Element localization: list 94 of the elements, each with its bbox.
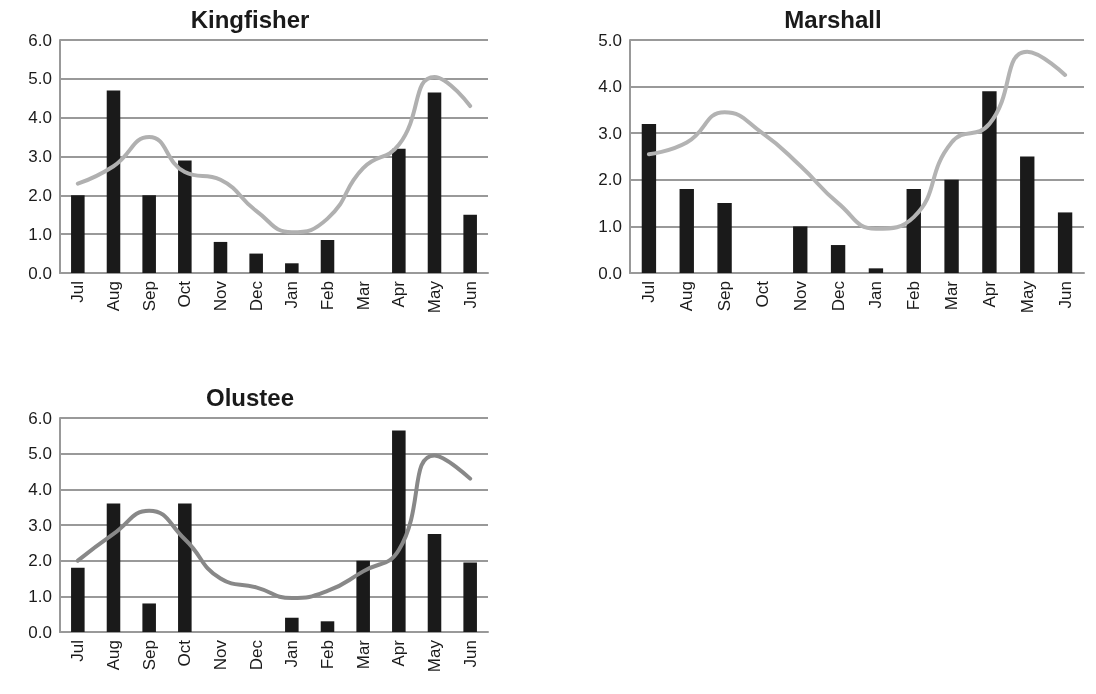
x-tick-label: Dec	[246, 280, 266, 312]
y-tick-label: 1.0	[598, 216, 622, 236]
x-tick-label: Dec	[828, 280, 848, 312]
x-tick-label: May	[425, 639, 444, 673]
y-tick-label: 2.0	[28, 551, 52, 571]
x-tick-label: Jun	[460, 640, 480, 668]
bar	[320, 239, 335, 273]
x-tick-label: Sep	[715, 281, 735, 312]
x-tick-label: May	[1017, 280, 1037, 314]
bar	[356, 560, 370, 632]
x-tick-label: Jul	[68, 640, 88, 662]
x-tick-label: Sep	[139, 640, 159, 671]
y-tick-label: 1.0	[28, 224, 52, 244]
bar	[982, 91, 997, 273]
bar	[830, 245, 846, 273]
bar	[392, 430, 406, 632]
x-tick-label: Feb	[318, 281, 337, 311]
x-tick-label: Oct	[175, 280, 195, 308]
x-tick-label: Jan	[866, 281, 886, 309]
x-tick-label: May	[425, 280, 444, 314]
bar	[868, 268, 884, 273]
y-tick-label: 6.0	[28, 408, 52, 428]
bar	[906, 189, 921, 273]
x-tick-label: Sep	[139, 281, 159, 312]
x-tick-label: Apr	[389, 639, 409, 667]
x-tick-label: Aug	[104, 281, 123, 312]
y-tick-label: 1.0	[28, 586, 52, 606]
bar	[427, 92, 442, 273]
y-tick-label: 4.0	[28, 479, 52, 499]
bar	[1057, 212, 1073, 273]
y-tick-label: 5.0	[28, 444, 52, 464]
bar	[679, 189, 694, 273]
x-tick-label: Apr	[979, 280, 999, 308]
bar	[717, 203, 732, 273]
bar	[249, 253, 263, 273]
x-tick-label: Aug	[104, 640, 123, 671]
y-tick-label: 0.0	[28, 263, 52, 283]
bar	[106, 90, 121, 273]
y-tick-label: 3.0	[28, 515, 52, 535]
bar	[463, 562, 477, 632]
y-tick-label: 4.0	[598, 77, 622, 97]
x-tick-label: Nov	[211, 639, 230, 671]
x-tick-label: Jul	[68, 281, 88, 303]
x-tick-label: Jul	[639, 281, 659, 303]
x-tick-label: Apr	[389, 280, 409, 308]
bar	[178, 503, 192, 632]
x-tick-label: Aug	[677, 281, 697, 312]
bar	[106, 503, 121, 632]
y-tick-label: 0.0	[598, 263, 622, 283]
x-tick-label: Nov	[211, 280, 230, 312]
x-tick-label: Nov	[790, 280, 810, 312]
line-series	[75, 74, 473, 235]
bar	[71, 567, 85, 632]
chart-title: Olustee	[205, 383, 295, 411]
line-series	[646, 49, 1068, 231]
y-tick-label: 4.0	[28, 108, 52, 128]
x-tick-label: Jun	[1055, 281, 1075, 309]
y-tick-label: 2.0	[28, 185, 52, 205]
bar	[1020, 156, 1035, 273]
x-tick-label: Mar	[942, 280, 962, 311]
x-tick-label: Dec	[246, 639, 266, 671]
y-tick-label: 3.0	[28, 147, 52, 166]
x-tick-label: Mar	[353, 639, 373, 670]
bar	[392, 148, 406, 273]
bar	[285, 617, 299, 632]
x-tick-label: Jan	[282, 640, 302, 668]
bar	[944, 179, 959, 273]
line-series	[75, 453, 473, 601]
x-tick-label: Oct	[752, 280, 772, 308]
x-tick-label: Mar	[353, 280, 373, 311]
x-tick-label: Feb	[318, 640, 337, 670]
chart-title: Kingfisher	[190, 5, 310, 33]
bar	[142, 603, 156, 632]
bar	[793, 226, 808, 273]
x-tick-label: Feb	[904, 281, 924, 311]
x-tick-label: Jan	[282, 281, 302, 309]
bar	[463, 214, 477, 273]
bar	[178, 160, 192, 273]
bar	[285, 263, 299, 273]
x-tick-label: Jun	[460, 281, 480, 309]
chart-title: Marshall	[784, 5, 882, 33]
y-tick-label: 2.0	[598, 170, 622, 190]
bar	[213, 241, 228, 273]
bar	[427, 533, 442, 632]
bar	[320, 621, 335, 632]
y-tick-label: 3.0	[598, 123, 622, 143]
x-tick-label: Oct	[175, 639, 195, 667]
y-tick-label: 5.0	[28, 69, 52, 89]
y-tick-label: 5.0	[598, 30, 622, 50]
y-tick-label: 0.0	[28, 622, 52, 642]
bar	[142, 195, 156, 273]
y-tick-label: 6.0	[28, 30, 52, 50]
bar	[641, 123, 657, 273]
bar	[71, 195, 85, 273]
